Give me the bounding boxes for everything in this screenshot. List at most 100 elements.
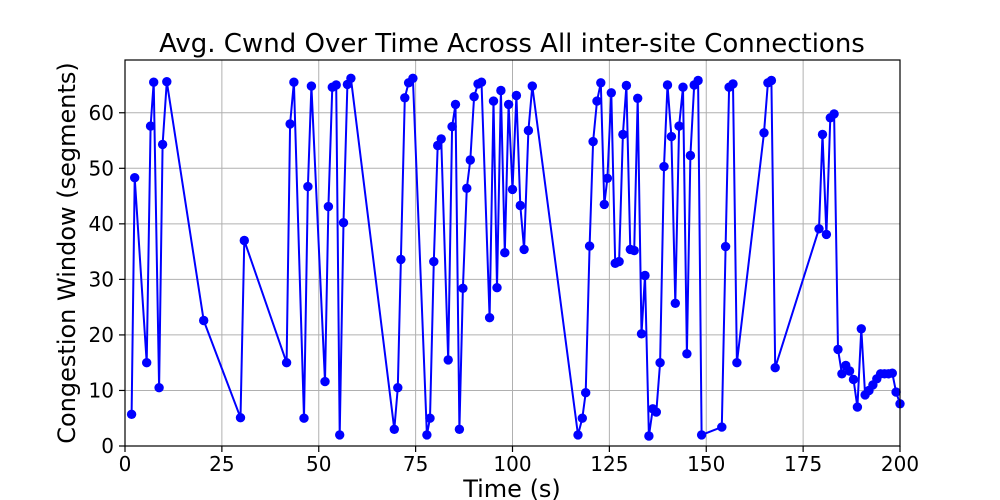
data-point [717, 422, 727, 432]
data-point [149, 77, 159, 87]
data-point [306, 81, 317, 91]
x-tick-label: 100 [493, 452, 531, 476]
series-layer [126, 73, 905, 441]
data-point [199, 315, 209, 326]
series-line [130, 77, 901, 437]
data-point [281, 358, 292, 368]
y-axis: 0 10 20 30 40 50 60 [89, 101, 125, 458]
data-point [335, 430, 345, 440]
data-point [515, 200, 525, 211]
data-point [640, 270, 650, 281]
data-point [759, 128, 769, 138]
data-point [154, 383, 164, 393]
data-point [476, 77, 487, 87]
data-point [443, 355, 453, 365]
data-point [848, 374, 859, 385]
data-point [331, 80, 341, 90]
data-point [852, 402, 863, 412]
data-point [393, 383, 403, 393]
x-tick-label: 0 [119, 452, 132, 476]
data-point [606, 88, 616, 98]
data-point [732, 358, 742, 368]
data-point [142, 358, 152, 368]
data-point [814, 224, 824, 234]
x-tick-label: 150 [687, 452, 725, 476]
data-point [338, 218, 349, 228]
data-point [584, 241, 595, 251]
data-point [462, 183, 472, 193]
data-point [602, 173, 613, 183]
data-point [621, 80, 632, 91]
data-point [837, 369, 847, 379]
data-point [408, 73, 418, 84]
data-point [770, 363, 780, 373]
data-point [728, 79, 738, 89]
data-point [644, 431, 654, 441]
x-tick-label: 125 [590, 452, 628, 476]
data-point [465, 155, 475, 165]
data-point [856, 324, 866, 334]
data-point [235, 413, 246, 423]
data-point [666, 131, 677, 142]
data-point [844, 366, 855, 376]
data-point [829, 109, 839, 119]
data-point [618, 129, 628, 140]
data-point [833, 344, 843, 355]
data-point [614, 256, 624, 267]
data-point [458, 283, 468, 293]
data-point [145, 121, 156, 131]
data-point [629, 245, 639, 256]
data-point [162, 77, 172, 87]
y-tick-label: 10 [89, 378, 114, 402]
x-tick-label: 25 [209, 452, 234, 476]
data-point [299, 413, 309, 423]
data-point [659, 161, 669, 172]
data-point [596, 78, 606, 88]
data-point [588, 136, 598, 147]
data-point [599, 199, 609, 210]
data-point [323, 201, 334, 212]
data-point [320, 376, 330, 387]
data-point [821, 229, 832, 240]
data-point [469, 92, 479, 102]
data-point [720, 241, 731, 252]
y-tick-label: 20 [89, 323, 114, 347]
data-point [303, 181, 313, 192]
y-tick-label: 40 [89, 212, 114, 236]
data-point [577, 413, 587, 423]
x-tick-label: 50 [306, 452, 331, 476]
y-tick-label: 0 [101, 434, 114, 458]
y-tick-label: 50 [89, 156, 114, 180]
data-point [239, 235, 249, 246]
data-point [492, 283, 502, 293]
x-axis-label: Time (s) [462, 475, 561, 500]
x-tick-label: 175 [784, 452, 822, 476]
data-point [425, 413, 435, 423]
data-point [447, 121, 457, 132]
data-point [289, 77, 299, 87]
data-point [436, 134, 446, 144]
data-point [766, 75, 777, 86]
data-point [400, 93, 410, 103]
data-point [662, 80, 673, 90]
data-point [592, 96, 602, 106]
data-point [484, 313, 495, 323]
x-tick-label: 200 [881, 452, 919, 476]
data-point [696, 430, 707, 440]
data-point [523, 125, 534, 136]
data-point [503, 99, 514, 110]
data-point [126, 409, 137, 419]
data-point [887, 368, 897, 378]
data-point [157, 139, 168, 150]
y-axis-label: Congestion Window (segments) [53, 62, 81, 444]
data-point [693, 75, 703, 86]
data-point [346, 73, 356, 84]
data-point [636, 329, 647, 339]
data-point [651, 407, 661, 417]
data-point [527, 81, 537, 91]
data-point [674, 121, 684, 131]
data-point [396, 254, 406, 265]
data-point [670, 298, 680, 308]
data-point [454, 424, 465, 434]
